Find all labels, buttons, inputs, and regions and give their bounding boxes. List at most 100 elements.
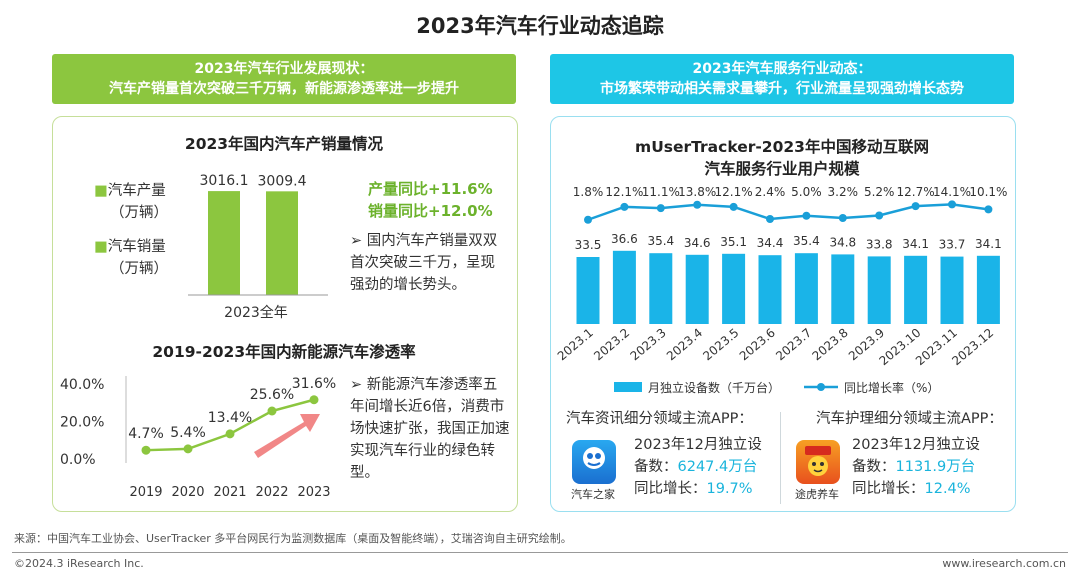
tuhu-growth-value: 12.4% xyxy=(924,481,971,497)
growth-rate-point xyxy=(984,205,993,214)
tuhu-period: 2023年12月独立设 xyxy=(852,437,980,453)
footer-rule xyxy=(12,552,1068,553)
device-bar xyxy=(649,253,673,324)
month-label: 2023.7 xyxy=(773,326,814,364)
device-bar xyxy=(940,256,964,324)
nev-point xyxy=(141,445,151,455)
autohome-growth-label: 同比增长： xyxy=(634,481,707,497)
right-header-line2: 市场繁荣带动相关需求量攀升，行业流量呈现强劲增长态势 xyxy=(600,81,964,97)
growth-rate-label: 1.8% xyxy=(573,185,604,199)
muser-title-line2: 汽车服务行业用户规模 xyxy=(704,160,860,178)
nev-y-tick: 0.0% xyxy=(60,452,96,468)
device-bar-label: 35.4 xyxy=(647,234,674,248)
copyright: ©2024.3 iResearch Inc. xyxy=(14,557,144,570)
device-bar-label: 35.4 xyxy=(793,234,820,248)
website: www.iresearch.com.cn xyxy=(942,557,1066,570)
nev-line-chart: 0.0% 20.0% 40.0% 4.7% 2019 5.4% 2020 13.4% 2021 2… xyxy=(60,376,336,500)
left-header-line2: 汽车产销量首次突破三千万辆，新能源渗透率进一步提升 xyxy=(109,81,459,97)
app-divider xyxy=(780,412,781,504)
production-bar-label-0: 3016.1 xyxy=(200,173,249,189)
right-header-line1: 2023年汽车服务行业动态： xyxy=(692,61,872,77)
device-bar xyxy=(867,256,891,324)
source-note: 来源：中国汽车工业协会、UserTracker 多平台网民行为监测数据库（桌面及… xyxy=(14,532,572,545)
production-legend: ■汽车产量 （万辆） ■汽车销量 （万辆） xyxy=(94,180,194,280)
device-bar xyxy=(576,257,600,324)
device-bar xyxy=(722,253,746,324)
legend-label-production: 汽车产量 xyxy=(107,183,166,199)
right-panel xyxy=(550,116,1016,512)
legend-item-sales: ■汽车销量 xyxy=(94,236,194,258)
page-title: 2023年汽车行业动态追踪 xyxy=(416,14,664,38)
tuhu-growth-label: 同比增长： xyxy=(852,481,925,497)
tuhu-devices-label: 备数： xyxy=(852,459,896,475)
legend-bar-swatch xyxy=(614,382,642,392)
device-bar xyxy=(831,254,855,324)
autohome-app-icon xyxy=(572,440,616,484)
growth-rate-label: 13.8% xyxy=(678,185,716,199)
legend-bar-label: 月独立设备数（千万台） xyxy=(648,380,780,395)
growth-rate-line xyxy=(587,203,989,221)
growth-rate-point xyxy=(766,215,774,223)
tuhu-devices-value: 1131.9万台 xyxy=(895,459,976,475)
device-bar-label: 35.1 xyxy=(720,235,747,249)
growth-rate-label: 5.2% xyxy=(864,185,895,199)
nev-x-label: 2022 xyxy=(255,485,288,500)
nev-point-label: 4.7% xyxy=(128,426,164,442)
growth-rate-point xyxy=(911,202,920,211)
autohome-app-name: 汽车之家 xyxy=(571,488,615,501)
nev-point-label: 25.6% xyxy=(250,387,294,403)
growth-rate-label: 12.1% xyxy=(605,185,643,199)
production-note: ➢ 国内汽车产销量双双首次突破三千万，呈现强劲的增长势头。 xyxy=(350,233,498,293)
left-header-line1: 2023年汽车行业发展现状： xyxy=(194,61,374,77)
tuhu-app-icon xyxy=(796,440,840,484)
device-bar-label: 34.1 xyxy=(902,237,929,251)
production-stats: 产量同比+11.6% 销量同比+12.0% xyxy=(368,178,508,222)
left-section-header: 2023年汽车行业发展现状： 汽车产销量首次突破三千万辆，新能源渗透率进一步提升 xyxy=(52,54,516,104)
growth-rate-label: 5.0% xyxy=(791,185,822,199)
device-bar-label: 33.7 xyxy=(939,238,966,252)
device-bar-label: 36.6 xyxy=(611,232,638,246)
nev-point xyxy=(183,444,193,454)
care-app-section-title: 汽车护理细分领域主流APP： xyxy=(816,411,1003,427)
legend-unit-production: （万辆） xyxy=(110,205,168,221)
nev-x-label: 2023 xyxy=(297,485,330,500)
autohome-devices-label: 备数： xyxy=(634,459,678,475)
muser-title-line1: mUserTracker-2023年中国移动互联网 xyxy=(635,138,929,156)
production-chart-title: 2023年国内汽车产销量情况 xyxy=(184,135,384,153)
legend-label-sales: 汽车销量 xyxy=(107,239,166,255)
month-label: 2023.5 xyxy=(700,326,741,364)
month-label: 2023.6 xyxy=(737,326,778,364)
nev-x-label: 2020 xyxy=(171,485,204,500)
growth-rate-label: 12.7% xyxy=(897,185,935,199)
device-bar xyxy=(612,250,636,324)
growth-rate-label: 12.1% xyxy=(715,185,753,199)
autohome-icon-mark xyxy=(572,444,616,475)
nev-point xyxy=(309,395,319,405)
legend-line-label: 同比增长率（%） xyxy=(844,380,939,395)
legend-unit-sales: （万辆） xyxy=(110,261,168,277)
tuhu-app-name: 途虎养车 xyxy=(795,488,839,501)
autohome-devices-value: 6247.4万台 xyxy=(677,459,758,475)
month-label: 2023.2 xyxy=(591,326,632,364)
growth-rate-point xyxy=(948,200,956,209)
growth-rate-point xyxy=(838,214,847,222)
device-bar-label: 33.5 xyxy=(575,238,602,252)
device-bar-label: 34.8 xyxy=(829,235,856,249)
growth-rate-point xyxy=(620,202,629,211)
growth-arrow-icon xyxy=(254,414,320,458)
nev-y-tick: 40.0% xyxy=(60,377,104,393)
nev-point-label: 31.6% xyxy=(292,376,336,392)
nev-point xyxy=(267,406,277,416)
growth-rate-point xyxy=(729,202,738,211)
legend-line-marker xyxy=(817,383,825,391)
nev-x-label: 2019 xyxy=(129,485,162,500)
production-category-label: 2023全年 xyxy=(224,304,288,321)
device-bar-label: 34.6 xyxy=(684,236,711,250)
nev-chart-title: 2019-2023年国内新能源汽车渗透率 xyxy=(152,343,416,361)
month-label: 2023.8 xyxy=(810,326,851,364)
nev-y-tick: 20.0% xyxy=(60,415,104,431)
device-bar xyxy=(685,254,709,324)
sales-yoy: 销量同比+12.0% xyxy=(368,202,493,220)
muser-combo-chart: 33.5 2023.1 36.6 2023.2 35.4 2023.3 34.6 2023.4… xyxy=(556,185,1007,395)
nev-point-label: 13.4% xyxy=(208,410,252,426)
